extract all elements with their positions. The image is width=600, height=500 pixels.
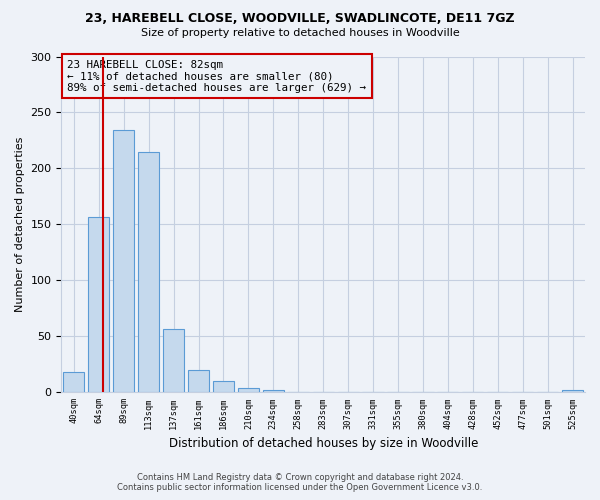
Bar	[63, 372, 85, 392]
Bar	[238, 388, 259, 392]
Bar	[188, 370, 209, 392]
X-axis label: Distribution of detached houses by size in Woodville: Distribution of detached houses by size …	[169, 437, 478, 450]
Bar	[138, 152, 159, 392]
Text: 23 HAREBELL CLOSE: 82sqm
← 11% of detached houses are smaller (80)
89% of semi-d: 23 HAREBELL CLOSE: 82sqm ← 11% of detach…	[67, 60, 366, 93]
Text: Contains HM Land Registry data © Crown copyright and database right 2024.
Contai: Contains HM Land Registry data © Crown c…	[118, 473, 482, 492]
Text: 23, HAREBELL CLOSE, WOODVILLE, SWADLINCOTE, DE11 7GZ: 23, HAREBELL CLOSE, WOODVILLE, SWADLINCO…	[85, 12, 515, 26]
Bar	[113, 130, 134, 392]
Bar	[562, 390, 583, 392]
Y-axis label: Number of detached properties: Number of detached properties	[15, 136, 25, 312]
Bar	[163, 328, 184, 392]
Bar	[88, 216, 109, 392]
Bar	[213, 381, 234, 392]
Bar	[263, 390, 284, 392]
Text: Size of property relative to detached houses in Woodville: Size of property relative to detached ho…	[140, 28, 460, 38]
